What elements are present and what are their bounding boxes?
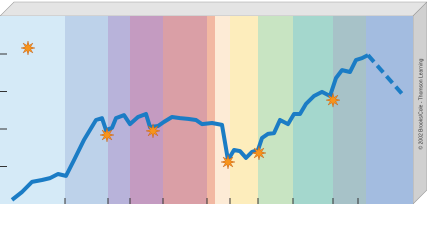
star-marker (99, 127, 115, 143)
data-line (10, 53, 369, 202)
band (108, 16, 130, 204)
band (163, 16, 207, 204)
star-marker (145, 123, 161, 138)
plot-area (0, 16, 413, 204)
band (130, 16, 163, 204)
projected-line (366, 53, 407, 99)
band (215, 16, 230, 204)
band (333, 16, 366, 204)
band (293, 16, 333, 204)
credit: © 2002 Brooks/Cole - Thomson Learning (417, 58, 424, 149)
star-marker (251, 145, 267, 161)
band (366, 16, 413, 204)
band (258, 16, 293, 204)
chart: © 2002 Brooks/Cole - Thomson Learning (0, 1, 427, 204)
page: {"chart_data": {"type": "line", "xlim": … (0, 1, 427, 204)
box-top (0, 1, 427, 17)
star-marker (220, 154, 236, 170)
star-marker (325, 93, 341, 108)
band (230, 16, 258, 204)
star-marker (20, 40, 36, 56)
band (207, 16, 215, 204)
band (65, 16, 108, 204)
